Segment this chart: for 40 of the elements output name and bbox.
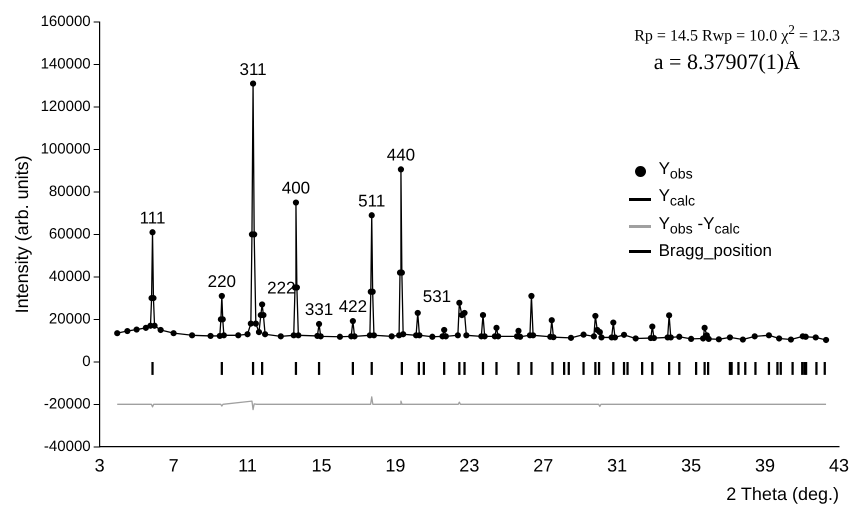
- y-tick-label: 40000: [48, 268, 91, 286]
- x-tick-label: 19: [385, 456, 406, 476]
- x-axis-title: 2 Theta (deg.): [726, 484, 839, 504]
- y-tick-label: -40000: [44, 438, 91, 455]
- annotation: 531: [422, 287, 452, 306]
- annotation: 311: [240, 60, 267, 79]
- annotation: 400: [282, 178, 310, 198]
- legend-label: Bragg_position: [658, 240, 772, 262]
- annotation: 111: [140, 208, 166, 228]
- x-tick-label: 11: [238, 456, 257, 476]
- x-tick-label: 7: [168, 456, 179, 476]
- y-tick-label: 80000: [48, 183, 91, 200]
- x-tick-label: 3: [94, 456, 105, 476]
- y-tick-label: 0: [82, 352, 91, 370]
- x-tick-label: 15: [311, 456, 332, 476]
- annotation: 222: [267, 278, 296, 298]
- legend-label: Y$_{obs}$ -Y$_{calc}$: [658, 212, 740, 240]
- annotation: 511: [358, 191, 386, 210]
- y-tick-label: 20000: [48, 310, 91, 328]
- y-tick-label: 100000: [40, 140, 91, 158]
- y-tick-label: 60000: [48, 226, 91, 243]
- y-axis-title: Intensity (arb. units): [12, 155, 32, 314]
- annotation: Rp = 14.5 Rwp = 10.0 χ$^{2}$ = 12.3: [634, 22, 840, 46]
- annotation: 422: [338, 297, 368, 316]
- x-tick-label: 27: [533, 456, 554, 476]
- annotation: a = 8.37907(1)Å: [652, 49, 800, 76]
- legend-label: Y$_{obs}$: [658, 158, 693, 184]
- annotation: 440: [386, 146, 416, 165]
- x-tick-label: 35: [681, 456, 702, 476]
- y-tick-label: 120000: [40, 98, 91, 116]
- y-tick-label: -20000: [44, 395, 91, 412]
- x-tick-label: 43: [828, 456, 850, 476]
- annotation: 220: [208, 272, 236, 292]
- x-tick-label: 31: [607, 456, 628, 476]
- y-tick-label: 140000: [40, 56, 91, 73]
- legend-label: Y$_{calc}$: [658, 185, 696, 212]
- y-tick-label: 160000: [40, 13, 91, 30]
- annotation: 331: [304, 300, 334, 320]
- x-tick-label: 23: [459, 456, 480, 476]
- x-tick-label: 39: [755, 456, 776, 476]
